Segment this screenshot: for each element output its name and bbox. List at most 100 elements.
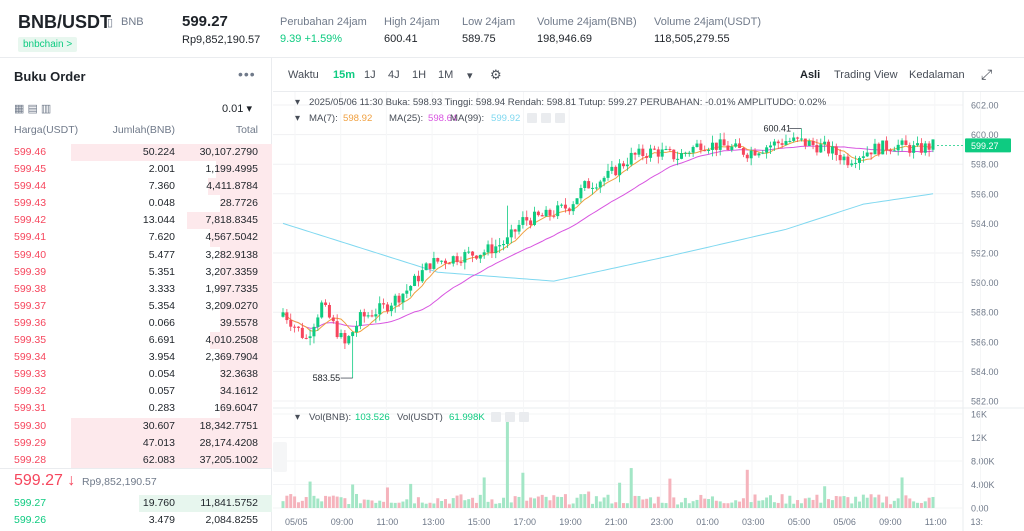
candle — [378, 303, 382, 315]
ask-row[interactable]: 599.31 0.283 169.6047 — [0, 400, 272, 418]
candle — [548, 209, 552, 216]
volume-bar — [792, 503, 796, 508]
candle — [513, 229, 517, 232]
ask-row[interactable]: 599.38 3.333 1,997.7335 — [0, 280, 272, 298]
chevron-down-icon[interactable]: ▾ — [467, 70, 473, 82]
bid-row[interactable]: 599.27 19.760 11,841.5752 — [0, 495, 272, 513]
ask-row[interactable]: 599.29 47.013 28,174.4208 — [0, 434, 272, 452]
ma-legend-item: 598.64 — [428, 113, 458, 124]
ask-row[interactable]: 599.39 5.351 3,207.3359 — [0, 263, 272, 281]
candle — [525, 217, 529, 221]
volume-bar — [389, 502, 393, 508]
candle — [633, 152, 637, 155]
y-tick-label: 594.00 — [971, 219, 999, 229]
row-amount: 0.283 — [148, 402, 175, 415]
candle — [614, 166, 618, 176]
ask-row[interactable]: 599.34 3.954 2,369.7904 — [0, 349, 272, 367]
row-amount: 5.477 — [148, 248, 175, 261]
token-icon: ▯ — [107, 17, 114, 29]
tf-1h[interactable]: 1H — [412, 69, 427, 81]
ask-row[interactable]: 599.35 6.691 4,010.2508 — [0, 332, 272, 350]
y-tick-label: 592.00 — [971, 249, 999, 259]
chain-button[interactable]: bnbchain > — [18, 37, 78, 52]
volume-bar — [409, 483, 413, 508]
candle — [707, 149, 711, 151]
ask-row[interactable]: 599.41 7.620 4,567.5042 — [0, 229, 272, 247]
volume-bar — [629, 468, 633, 508]
precision-select[interactable]: 0.01 ▾ — [222, 103, 252, 115]
volume-bar — [366, 499, 370, 508]
row-total: 34.1612 — [220, 385, 258, 398]
layout-toggle-icons[interactable]: ▦ ▤ ▥ — [14, 103, 52, 115]
view-tradingview[interactable]: Trading View — [834, 69, 898, 81]
depth-bar — [207, 178, 272, 196]
view-depth[interactable]: Kedalaman — [909, 69, 965, 81]
x-tick-label: 15:00 — [468, 517, 491, 527]
row-price: 599.26 — [14, 514, 47, 527]
row-amount: 5.354 — [148, 299, 175, 312]
expand-icon[interactable]: ⤢ — [981, 66, 993, 82]
pair-title[interactable]: BNB/USDT — [18, 12, 111, 32]
volume-bar — [343, 498, 347, 508]
ask-row[interactable]: 599.46 50.224 30,107.2790 — [0, 144, 272, 162]
ask-row[interactable]: 599.28 62.083 37,205.1002 — [0, 451, 272, 469]
tf-15m[interactable]: 15m — [333, 69, 356, 81]
volume-bar — [467, 499, 471, 508]
ask-row[interactable]: 599.42 13.044 7,818.8345 — [0, 212, 272, 230]
stat-volume-quote: Volume 24jam(USDT) 118,505,279.55 — [654, 16, 761, 45]
candle — [919, 143, 923, 153]
candle — [904, 140, 908, 145]
view-original[interactable]: Asli — [800, 69, 821, 81]
candle — [807, 140, 811, 146]
volume-bar — [885, 496, 889, 508]
price-chart[interactable]: 602.00 600.00 598.00 596.00 594.00 592.00 590.… — [273, 92, 1024, 531]
tf-4j[interactable]: 4J — [388, 69, 400, 81]
candle — [358, 312, 362, 326]
candle — [927, 143, 931, 150]
candle — [327, 304, 331, 318]
volume-bar — [312, 495, 316, 508]
side-handle — [273, 442, 287, 472]
row-amount: 0.057 — [148, 385, 175, 398]
volume-bar — [919, 502, 923, 508]
volume-bar — [718, 501, 722, 508]
volume-bar — [695, 499, 699, 508]
candle — [788, 140, 792, 142]
ask-rows: 599.46 50.224 30,107.2790 599.45 2.001 1,199.… — [0, 144, 272, 469]
volume-bar — [873, 497, 877, 508]
ask-row[interactable]: 599.33 0.054 32.3638 — [0, 366, 272, 384]
stat-change: Perubahan 24jam 9.39 +1.59% — [280, 16, 367, 45]
volume-bar — [881, 502, 885, 508]
volume-bar — [799, 503, 803, 508]
volume-bar — [552, 495, 556, 508]
volume-bar — [912, 501, 916, 508]
ask-row[interactable]: 599.37 5.354 3,209.0270 — [0, 297, 272, 315]
volume-bar — [382, 501, 386, 508]
bid-row[interactable]: 599.26 3.479 2,084.8255 — [0, 512, 272, 529]
candle — [610, 166, 614, 171]
row-total: 39.5578 — [220, 316, 258, 329]
volume-bar — [405, 499, 409, 508]
x-tick-label: 05/05 — [285, 517, 308, 527]
ask-row[interactable]: 599.36 0.066 39.5578 — [0, 314, 272, 333]
candle — [413, 275, 417, 286]
candle — [463, 252, 467, 263]
candle — [741, 147, 745, 155]
ask-row[interactable]: 599.32 0.057 34.1612 — [0, 383, 272, 401]
gear-icon[interactable]: ⚙ — [490, 67, 502, 82]
tf-1m[interactable]: 1M — [438, 69, 454, 81]
volume-bar — [621, 503, 625, 508]
ask-row[interactable]: 599.30 30.607 18,342.7751 — [0, 417, 272, 435]
candle — [664, 148, 668, 150]
candle — [877, 143, 881, 155]
ask-row[interactable]: 599.45 2.001 1,199.4995 — [0, 161, 272, 179]
more-icon[interactable]: ••• — [238, 66, 256, 82]
volume-bar — [532, 498, 536, 508]
ask-row[interactable]: 599.44 7.360 4,411.8784 — [0, 178, 272, 196]
ask-row[interactable]: 599.40 5.477 3,282.9138 — [0, 246, 272, 264]
volume-bar — [513, 496, 517, 508]
vol-legend-item: 103.526 — [355, 412, 390, 423]
tf-1j[interactable]: 1J — [364, 69, 376, 81]
candle — [451, 256, 455, 264]
ask-row[interactable]: 599.43 0.048 28.7726 — [0, 195, 272, 213]
